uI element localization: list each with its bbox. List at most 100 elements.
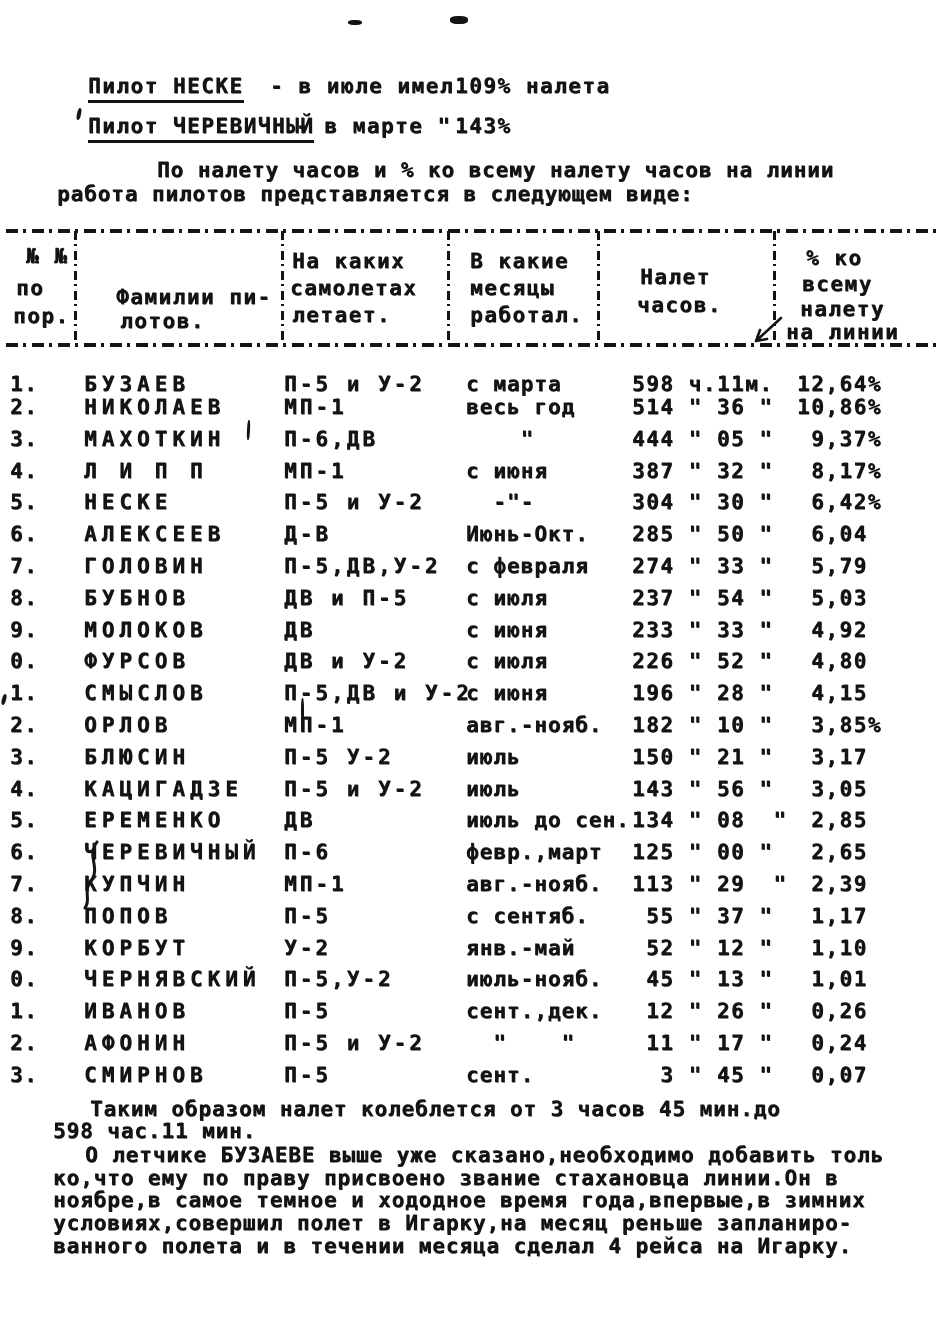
months-worked: сент.,дек. [466, 999, 603, 1024]
header-percent-2: всему [802, 272, 873, 296]
column-divider [281, 231, 284, 344]
header-num-2: по [16, 276, 45, 300]
flight-hours: 226 " 52 " [632, 649, 774, 674]
table-row: 2. АФОНИН П-5 и У-2 " " 11 " 17 " 0,24 [0, 1033, 945, 1061]
row-number: 1. [10, 999, 39, 1024]
percent-of-total: 3,05 [797, 776, 868, 801]
row-number: 0. [10, 649, 39, 674]
row-number: 2. [10, 395, 39, 419]
row-number: 5. [10, 490, 39, 515]
row-number: 9. [10, 935, 39, 960]
aircraft-types: ДВ и П-5 [284, 585, 410, 610]
percent-of-total: 12,64% [797, 372, 882, 396]
pen-arrow-icon [754, 316, 783, 343]
months-worked: с февраля [466, 554, 589, 578]
table-row: 3. БЛЮСИН П-5 У-2 июль 150 " 21 " 3,17 [0, 744, 945, 775]
table-row: 6. АЛЕКСЕЕВ Д-В Июнь-Окт. 285 " 50 " 6,0… [0, 524, 945, 552]
table-row: 8. ПОПОВ П-5 с сентяб. 55 " 37 " 1,17 [0, 903, 945, 934]
months-worked: -"- [466, 490, 535, 515]
pilot-name: ПОПОВ [84, 903, 173, 928]
pilot-name: БУЗАЕВ [84, 372, 190, 396]
column-divider [447, 231, 450, 344]
pilot-name: СМИРНОВ [84, 1062, 208, 1087]
flight-hours: 134 " 08 " [632, 808, 788, 833]
flight-hours: 3 " 45 " [632, 1062, 774, 1087]
header-aircraft-1: На каких [292, 249, 406, 273]
pilot-cherevichny-note: - в марте " [296, 114, 452, 138]
ink-smudge [450, 16, 468, 24]
aircraft-types: П-5 [284, 1062, 331, 1087]
header-months-2: месяцы [470, 276, 555, 300]
flight-hours: 274 " 33 " [632, 554, 774, 578]
pilot-neske-percent: 109% налета [455, 74, 611, 98]
pilot-name: ЧЕРЕВИЧНЫЙ [84, 840, 261, 865]
months-worked: с июня [466, 681, 548, 706]
pilot-name: МАХОТКИН [84, 426, 226, 451]
header-percent-1: % ко [806, 246, 863, 270]
table-top-border [6, 229, 936, 233]
row-number: 4. [10, 776, 39, 801]
months-worked: янв.-май [466, 935, 576, 960]
aircraft-types: П-5 [284, 999, 331, 1024]
column-divider [773, 231, 776, 344]
header-months-3: работал. [470, 303, 584, 327]
intro-line-1: По налету часов и % ко всему налету часо… [157, 158, 835, 182]
percent-of-total: 0,24 [797, 1031, 868, 1055]
row-number: 5. [10, 808, 39, 833]
header-aircraft-2: самолетах [290, 276, 418, 300]
intro-line-2: работа пилотов представляется в следующе… [57, 182, 694, 206]
pilot-name: КАЦИГАДЗЕ [84, 776, 243, 801]
footer-line-7: ванного полета и в течении месяца сделал… [53, 1234, 853, 1258]
flight-hours: 285 " 50 " [632, 522, 774, 547]
aircraft-types: П-6,ДВ [284, 426, 378, 451]
pilot-name: БЛЮСИН [84, 744, 190, 769]
table-row: 7. ГОЛОВИН П-5,ДВ,У-2 с февраля 274 " 33… [0, 556, 945, 584]
percent-of-total: 1,01 [797, 967, 868, 992]
table-row: 4. Л И П П МП-1 с июня 387 " 32 " 8,17% [0, 458, 945, 489]
flight-hours: 125 " 00 " [632, 840, 774, 865]
row-number: 3. [10, 1062, 39, 1087]
aircraft-types: ДВ и У-2 [284, 649, 410, 674]
pilot-name: МОЛОКОВ [84, 617, 208, 642]
table-row: 5. НЕСКЕ П-5 и У-2 -"- 304 " 30 " 6,42% [0, 492, 945, 520]
percent-of-total: 2,39 [797, 872, 868, 896]
row-number: 1. [10, 372, 39, 396]
header-aircraft-3: летает. [292, 303, 392, 327]
flight-hours: 45 " 13 " [632, 967, 774, 992]
row-number: 0. [10, 967, 39, 992]
percent-of-total: 3,85% [797, 713, 882, 737]
footer-line-6: условиях,совершил полет в Игарку,на меся… [53, 1211, 853, 1235]
flight-hours: 55 " 37 " [632, 903, 774, 928]
aircraft-types: ДВ [284, 808, 316, 833]
header-name-1: Фамилии пи- [116, 285, 272, 309]
table-row: 9. МОЛОКОВ ДВ с июня 233 " 33 " 4,92 [0, 617, 945, 648]
pilot-name: НЕСКЕ [84, 490, 173, 515]
pen-squiggle-icon [83, 840, 99, 910]
aircraft-types: МП-1 [284, 872, 347, 896]
flight-hours: 304 " 30 " [632, 490, 774, 515]
flight-hours: 387 " 32 " [632, 458, 774, 483]
flight-hours: 150 " 21 " [632, 744, 774, 769]
flight-hours: 143 " 56 " [632, 776, 774, 801]
footer-line-1: Таким образом налет колеблется от 3 часо… [90, 1097, 781, 1121]
percent-of-total: 2,85 [797, 808, 868, 833]
percent-of-total: 0,07 [797, 1062, 868, 1087]
table-row: 3. МАХОТКИН П-6,ДВ " 444 " 05 " 9,37% [0, 426, 945, 457]
aircraft-types: П-5 и У-2 [284, 776, 425, 801]
row-number: 6. [10, 522, 39, 547]
aircraft-types: П-5,ДВ,У-2 [284, 554, 441, 578]
row-number: 2. [10, 1031, 39, 1055]
flight-hours: 196 " 28 " [632, 681, 774, 706]
months-worked: июль до сен. [466, 808, 630, 833]
row-number: 8. [10, 903, 39, 928]
percent-of-total: 2,65 [797, 840, 868, 865]
row-number: 7. [10, 554, 39, 578]
row-number: 3. [10, 426, 39, 451]
table-row: 7. КУПЧИН МП-1 авг.-нояб. 113 " 29 " 2,3… [0, 874, 945, 902]
header-hours-1: Налет [640, 265, 711, 289]
pilot-neske-label: Пилот НЕСКЕ [88, 76, 244, 103]
percent-of-total: 9,37% [797, 426, 882, 451]
months-worked: июль [466, 776, 521, 801]
pilot-name: ФУРСОВ [84, 649, 190, 674]
